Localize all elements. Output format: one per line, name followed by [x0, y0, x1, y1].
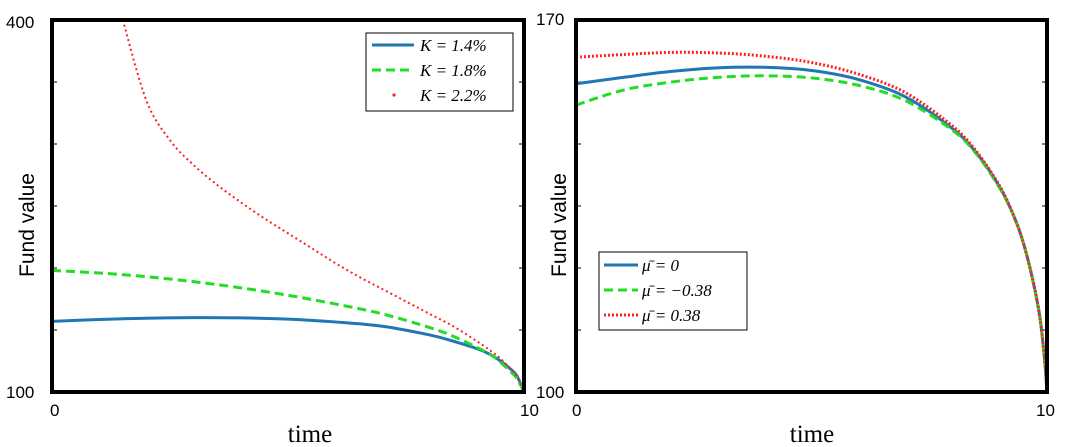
- legend-label-k14: K = 1.4%: [419, 36, 487, 55]
- xtick-label-right-min: 0: [572, 401, 581, 420]
- legend-label-mu-pos: μ̄ = 0.38: [641, 306, 701, 325]
- legend-label-k22: K = 2.2%: [419, 86, 487, 105]
- xtick-label-left-min: 0: [50, 401, 59, 420]
- series-line-right-0-0: [575, 65, 1049, 393]
- x-axis-label-right: time: [790, 421, 834, 447]
- legend-left: K = 1.4% K = 1.8% K = 2.2%: [365, 32, 514, 112]
- legend-label-mu0: μ̄ = 0: [641, 256, 680, 275]
- ytick-label-right-max: 170: [536, 10, 564, 29]
- series-line-right-2-0-38: [575, 50, 1049, 393]
- xtick-label-right-max: 10: [1036, 401, 1055, 420]
- series-line-left-0-k-1-4: [51, 316, 526, 393]
- y-axis-label-right: Fund value: [548, 173, 571, 277]
- ytick-label-right-min: 100: [536, 383, 564, 402]
- y-axis-label-left: Fund value: [16, 173, 39, 277]
- ytick-label-left-min: 100: [6, 383, 34, 402]
- axes-frame-right: [574, 18, 1049, 394]
- plot-area-right: [575, 50, 1049, 393]
- series-line-left-1-k-1-8: [51, 268, 526, 393]
- series-line-right-1-0-38: [575, 74, 1049, 393]
- ytick-label-left-max: 400: [6, 13, 34, 32]
- chart-right: 170 100 0 10 time Fund value μ̄ = 0 μ̄ =…: [536, 10, 1055, 447]
- legend-swatch-k22: [392, 93, 396, 97]
- chart-left: 400 100 0 10 time Fund value K = 1.4% K …: [6, 13, 539, 447]
- xtick-label-left-max: 10: [520, 401, 539, 420]
- legend-label-k18: K = 1.8%: [419, 61, 487, 80]
- axes-frame-left: [50, 18, 526, 394]
- legend-right: μ̄ = 0 μ̄ = −0.38 μ̄ = 0.38: [598, 251, 748, 331]
- legend-label-mu-neg: μ̄ = −0.38: [641, 281, 712, 300]
- x-axis-label-left: time: [288, 421, 332, 447]
